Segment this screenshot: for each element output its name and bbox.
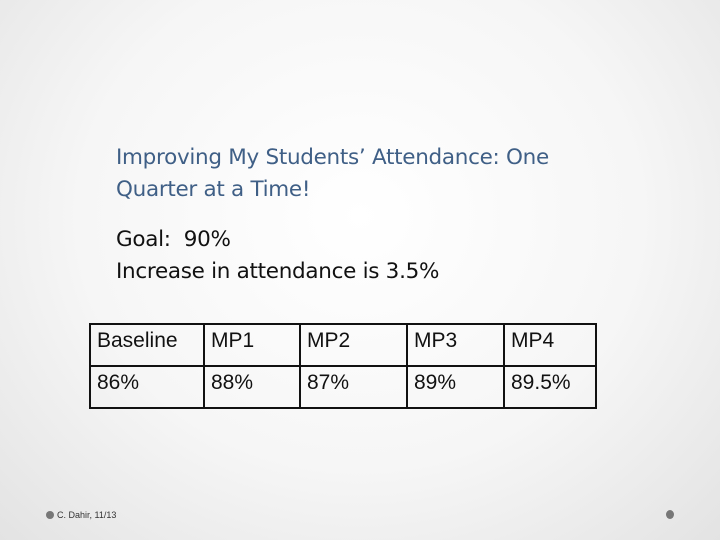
increase-text: Increase in attendance is 3.5%	[116, 259, 440, 284]
table-cell: Baseline	[89, 323, 205, 367]
table-cell: 86%	[89, 365, 205, 409]
table-cell: 87%	[299, 365, 408, 409]
slide-footer: C. Dahir, 11/13	[46, 510, 116, 520]
table-row: 86% 88% 87% 89% 89.5%	[89, 365, 597, 409]
attendance-table: Baseline MP1 MP2 MP3 MP4 86% 88% 87% 89%…	[89, 323, 597, 409]
slide-title-line-2: Quarter at a Time!	[116, 177, 311, 202]
table-cell: MP2	[299, 323, 408, 367]
goal-text: Goal: 90%	[116, 227, 231, 252]
slide-title-line-1: Improving My Students’ Attendance: One	[116, 145, 549, 170]
footer-text: C. Dahir, 11/13	[57, 510, 117, 520]
table-cell: MP3	[406, 323, 505, 367]
slide-body: Goal: 90% Increase in attendance is 3.5%	[116, 224, 636, 288]
bullet-dot-icon	[46, 511, 54, 519]
table-cell: MP4	[503, 323, 597, 367]
table-cell: 88%	[203, 365, 301, 409]
slide-title: Improving My Students’ Attendance: One Q…	[116, 142, 636, 206]
corner-dot-icon	[666, 510, 674, 519]
table-cell: 89%	[406, 365, 505, 409]
table-header-row: Baseline MP1 MP2 MP3 MP4	[89, 323, 597, 367]
table-cell: 89.5%	[503, 365, 597, 409]
table-cell: MP1	[203, 323, 301, 367]
